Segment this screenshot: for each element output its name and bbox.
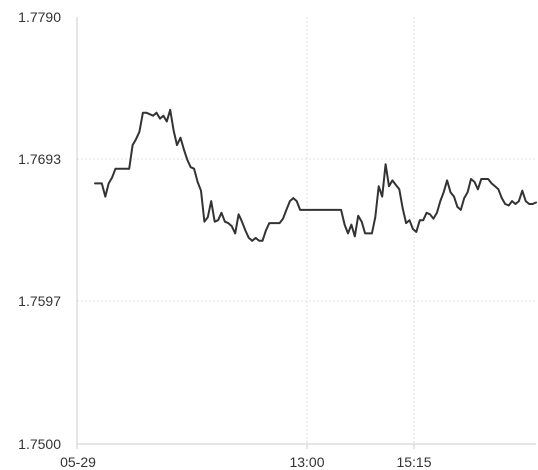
x-tick-label: 13:00 <box>289 454 324 470</box>
y-tick-label: 1.7790 <box>18 9 61 25</box>
y-tick-label: 1.7597 <box>18 293 61 309</box>
y-tick-label: 1.7500 <box>18 436 61 452</box>
axes <box>76 17 536 449</box>
tick-labels: 1.7790 1.7693 1.7597 1.7500 05-29 13:00 15:15 <box>18 9 432 470</box>
x-tick-label: 15:15 <box>396 454 431 470</box>
series-line <box>94 108 537 242</box>
y-tick-label: 1.7693 <box>18 151 61 167</box>
series-layer <box>94 108 537 242</box>
grid <box>77 17 536 444</box>
x-tick-label: 05-29 <box>60 454 96 470</box>
